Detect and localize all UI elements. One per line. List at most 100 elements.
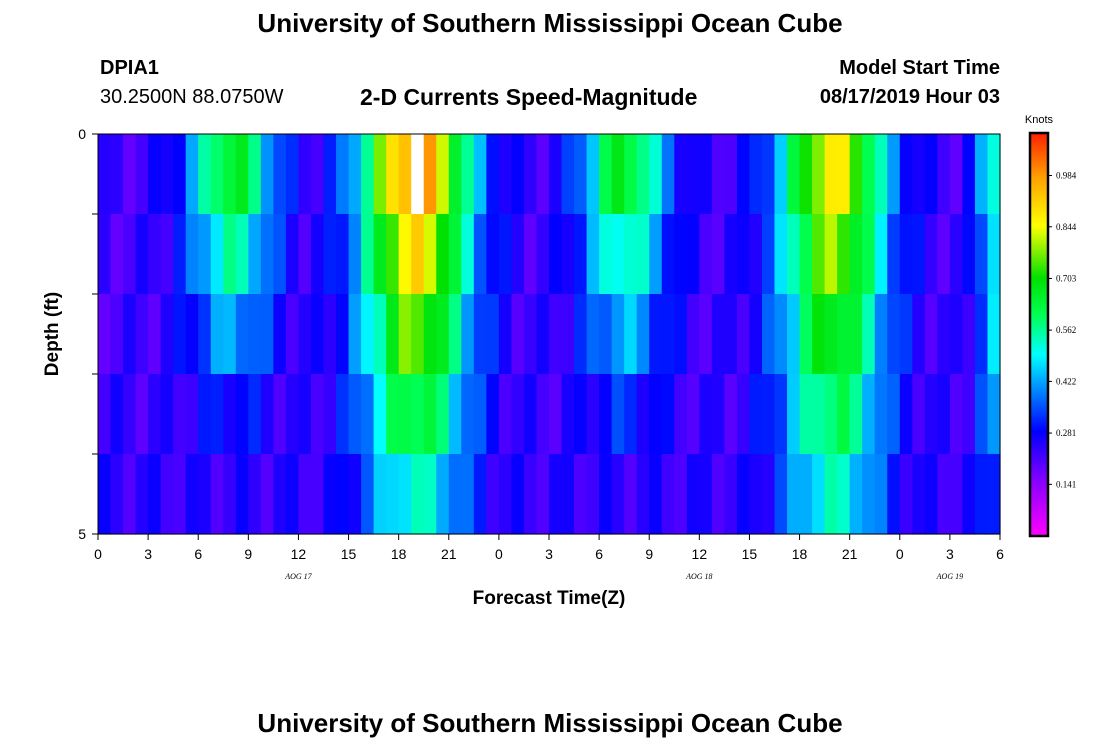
heatmap-cell [398, 454, 412, 535]
x-tick-label: 21 [842, 546, 858, 562]
heatmap-cell [561, 454, 575, 535]
heatmap-cell [461, 454, 475, 535]
heatmap-cell [799, 374, 813, 455]
heatmap-cell [436, 134, 450, 215]
heatmap-cell [185, 374, 199, 455]
heatmap-cell [148, 374, 162, 455]
heatmap-cell [599, 374, 613, 455]
heatmap-cell [260, 134, 274, 215]
heatmap-cell [686, 134, 700, 215]
heatmap-cell [448, 134, 462, 215]
heatmap-cell [686, 374, 700, 455]
heatmap-cell [862, 374, 876, 455]
x-tick-label: 12 [692, 546, 708, 562]
heatmap-cell [210, 294, 224, 375]
heatmap-cell [787, 214, 801, 295]
heatmap-cell [373, 454, 387, 535]
x-tick-label: 6 [194, 546, 202, 562]
heatmap-cell [511, 294, 525, 375]
heatmap-cell [711, 454, 725, 535]
x-tick-label: 6 [996, 546, 1004, 562]
model-start-value: 08/17/2019 Hour 03 [819, 86, 1000, 108]
heatmap-cell [461, 294, 475, 375]
heatmap-cell [674, 214, 688, 295]
heatmap-cell [812, 134, 826, 215]
colorbar-gradient [1028, 131, 1050, 538]
heatmap-cell [386, 374, 400, 455]
day-label: AOG 17 [284, 572, 312, 581]
heatmap-cell [523, 134, 538, 215]
heatmap-cell [523, 214, 538, 295]
heatmap-cell [799, 134, 813, 215]
heatmap-cell [386, 454, 400, 535]
heatmap-cell [423, 374, 437, 455]
heatmap-cell [799, 454, 813, 535]
heatmap-cell [987, 374, 1001, 455]
heatmap-cell [173, 214, 187, 295]
heatmap-cell [210, 134, 224, 215]
heatmap-cell [348, 134, 362, 215]
heatmap-cell [974, 294, 989, 375]
heatmap-cell [473, 214, 487, 295]
heatmap-cell [310, 454, 325, 535]
heatmap-cell [310, 134, 325, 215]
heatmap-cell [749, 454, 763, 535]
heatmap-cell [123, 454, 137, 535]
heatmap-cell [549, 294, 563, 375]
x-tick-label: 9 [645, 546, 653, 562]
heatmap-cell [824, 294, 838, 375]
heatmap-cell [285, 454, 300, 535]
heatmap-cell [937, 214, 951, 295]
heatmap-cell [699, 374, 713, 455]
heatmap-cell [899, 214, 913, 295]
heatmap-cell [210, 214, 224, 295]
station-coordinates: 30.2500N 88.0750W [100, 86, 284, 108]
heatmap-cell [611, 294, 625, 375]
heatmap-cell [511, 134, 525, 215]
heatmap-cell [549, 374, 563, 455]
heatmap-cell [98, 134, 112, 215]
heatmap-cell [599, 214, 613, 295]
heatmap-cell [198, 294, 212, 375]
heatmap-cell [649, 134, 663, 215]
heatmap-cell [949, 294, 964, 375]
heatmap-cell [636, 374, 650, 455]
heatmap-cell [636, 454, 650, 535]
heatmap-cell [761, 214, 776, 295]
heatmap-cell [273, 294, 287, 375]
heatmap-cell [862, 294, 876, 375]
heatmap-cell [185, 454, 199, 535]
heatmap-cell [924, 134, 938, 215]
heatmap-cell [160, 214, 174, 295]
heatmap-cell [361, 454, 375, 535]
heatmap-cell [837, 454, 851, 535]
heatmap-cell [498, 454, 513, 535]
y-axis: 05 [78, 126, 98, 542]
heatmap-cell [361, 134, 375, 215]
heatmap-cell [937, 134, 951, 215]
heatmap-cell [336, 374, 350, 455]
heatmap-cell [887, 134, 901, 215]
heatmap-cell [549, 454, 563, 535]
heatmap-cell [285, 374, 300, 455]
heatmap-cell [586, 374, 600, 455]
heatmap-cell [248, 134, 262, 215]
heatmap-cell [461, 134, 475, 215]
heatmap-cell [373, 374, 387, 455]
heatmap-cell [749, 294, 763, 375]
heatmap-cell [774, 134, 788, 215]
heatmap-cell [874, 134, 888, 215]
heatmap-cell [423, 214, 437, 295]
heatmap-cell [536, 134, 550, 215]
heatmap-cell [498, 294, 513, 375]
heatmap-cell [523, 454, 538, 535]
heatmap-cell [674, 374, 688, 455]
heatmap-cell [235, 454, 249, 535]
x-tick-label: 18 [792, 546, 808, 562]
heatmap-cell [298, 454, 312, 535]
heatmap-cell [98, 294, 112, 375]
heatmap-cell [160, 374, 174, 455]
heatmap-cell [887, 214, 901, 295]
heatmap-cell [736, 214, 751, 295]
y-tick-label: 0 [78, 126, 86, 142]
